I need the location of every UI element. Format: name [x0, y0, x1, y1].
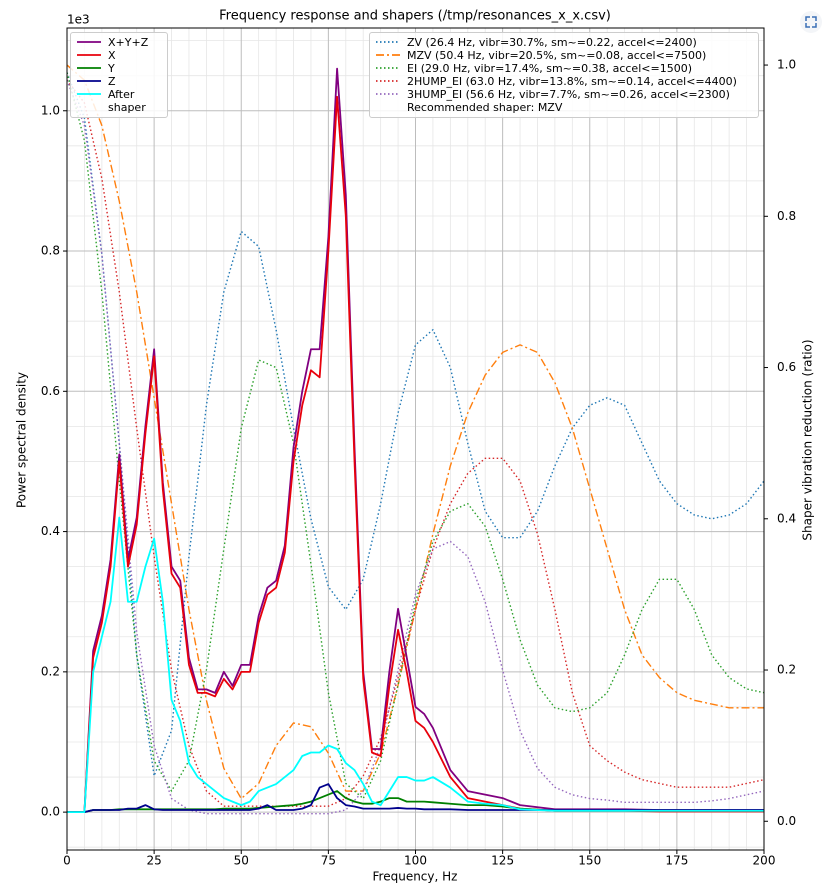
- x-tick-label: 50: [234, 854, 249, 868]
- plot-frame: [66, 27, 765, 851]
- psd-line: [67, 790, 764, 814]
- legend-swatch: [376, 67, 400, 69]
- legend-swatch: [77, 41, 101, 43]
- x-tick-label: 100: [404, 854, 427, 868]
- legend-swatch: [376, 54, 400, 56]
- shaper-line: [67, 72, 764, 800]
- y-tick-label: 0.4: [41, 524, 60, 538]
- x-tick-label: 75: [321, 854, 336, 868]
- shaper-line: [67, 79, 764, 807]
- legend-label: 2HUMP_EI (63.0 Hz, vibr=13.8%, sm~=0.14,…: [407, 75, 737, 88]
- legend-swatch: [376, 93, 400, 95]
- x-tick-label: 25: [146, 854, 161, 868]
- legend-entry: EI (29.0 Hz, vibr=17.4%, sm~=0.38, accel…: [375, 62, 753, 75]
- legend-entry: MZV (50.4 Hz, vibr=20.5%, sm~=0.08, acce…: [375, 49, 753, 62]
- y-offset-label: 1e3: [67, 13, 90, 27]
- legend-swatch: [77, 54, 101, 56]
- icon-glyph: [805, 16, 817, 28]
- legend-entry: Z: [76, 75, 162, 88]
- chart-title: Frequency response and shapers (/tmp/res…: [219, 9, 611, 24]
- legend-swatch: [77, 93, 101, 95]
- legend-entry: Y: [76, 62, 162, 75]
- psd-line: [67, 95, 764, 814]
- legend-swatch: [376, 80, 400, 82]
- legend-label: 3HUMP_EI (56.6 Hz, vibr=7.7%, sm~=0.26, …: [407, 88, 730, 101]
- legend-label: X+Y+Z: [108, 36, 149, 49]
- y-tick-label: 0.6: [41, 384, 60, 398]
- x-tick-label: 0: [63, 854, 71, 868]
- y2-tick-label: 0.8: [777, 209, 796, 223]
- legend-label: Z: [108, 75, 116, 88]
- legend: ZV (26.4 Hz, vibr=30.7%, sm~=0.22, accel…: [369, 32, 759, 118]
- y-tick-label: 1.0: [41, 103, 60, 117]
- legend-entry: X+Y+Z: [76, 36, 162, 49]
- psd-line: [67, 783, 764, 814]
- legend-swatch: [376, 41, 400, 43]
- icon-bg: [800, 11, 822, 33]
- legend-label: MZV (50.4 Hz, vibr=20.5%, sm~=0.08, acce…: [407, 49, 707, 62]
- legend-entry: After shaper: [76, 88, 162, 114]
- x-tick-label: 150: [578, 854, 601, 868]
- legend: X+Y+Z X Y Z After shaper: [70, 32, 168, 118]
- legend-entry: 3HUMP_EI (56.6 Hz, vibr=7.7%, sm~=0.26, …: [375, 88, 753, 101]
- legend-entry: 2HUMP_EI (63.0 Hz, vibr=13.8%, sm~=0.14,…: [375, 75, 753, 88]
- legend-label: X: [108, 49, 116, 62]
- legend-label: Y: [108, 62, 115, 75]
- y-tick-label: 0.2: [41, 664, 60, 678]
- expand-icon[interactable]: [800, 11, 822, 33]
- shaper-line: [67, 64, 764, 800]
- legend-swatch: [77, 67, 101, 69]
- y-tick-label: 0.0: [41, 805, 60, 819]
- y2-tick-label: 0.2: [777, 663, 796, 677]
- legend-entry: X: [76, 49, 162, 62]
- x-tick-label: 125: [491, 854, 514, 868]
- legend-swatch: [77, 80, 101, 82]
- y2-tick-label: 1.0: [777, 58, 796, 72]
- legend-label: ZV (26.4 Hz, vibr=30.7%, sm~=0.22, accel…: [407, 36, 697, 49]
- y-axis-label: Power spectral density: [15, 372, 29, 508]
- y2-tick-label: 0.6: [777, 360, 796, 374]
- psd-line: [67, 516, 764, 814]
- x-tick-label: 200: [753, 854, 776, 868]
- recommendation: Recommended shaper: MZV: [407, 101, 563, 114]
- y2-tick-label: 0.0: [777, 814, 796, 828]
- x-axis-label: Frequency, Hz: [373, 870, 458, 884]
- y-tick-label: 0.8: [41, 244, 60, 258]
- y2-tick-label: 0.4: [777, 511, 796, 525]
- legend-entry: ZV (26.4 Hz, vibr=30.7%, sm~=0.22, accel…: [375, 36, 753, 49]
- legend-label: After shaper: [108, 88, 146, 114]
- y2-axis-label: Shaper vibration reduction (ratio): [801, 339, 815, 540]
- shaper-line: [67, 79, 764, 815]
- x-tick-label: 175: [665, 854, 688, 868]
- legend-label: EI (29.0 Hz, vibr=17.4%, sm~=0.38, accel…: [407, 62, 692, 75]
